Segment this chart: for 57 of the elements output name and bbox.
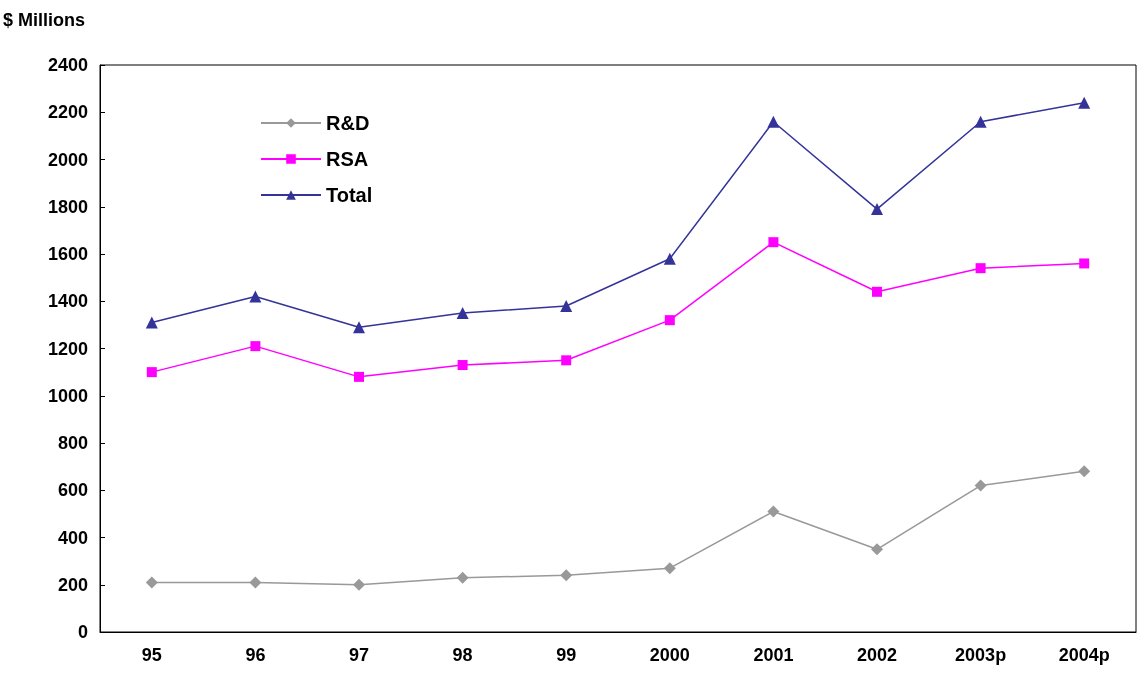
point bbox=[145, 316, 158, 329]
point bbox=[663, 252, 676, 265]
point bbox=[1079, 258, 1090, 269]
point bbox=[456, 307, 469, 320]
point bbox=[561, 355, 572, 366]
point bbox=[456, 571, 469, 584]
x-tick-label: 2000 bbox=[649, 645, 690, 665]
point bbox=[353, 321, 365, 334]
point bbox=[974, 115, 987, 128]
point bbox=[1078, 465, 1091, 478]
point bbox=[871, 203, 883, 216]
x-tick-label: 2002 bbox=[856, 645, 898, 665]
point bbox=[974, 479, 987, 492]
x-tick-label: 98 bbox=[452, 645, 473, 665]
x-tick-label: 2003p bbox=[955, 645, 1007, 665]
point bbox=[560, 299, 573, 312]
point bbox=[663, 562, 676, 575]
point bbox=[250, 341, 261, 352]
point bbox=[767, 115, 780, 128]
y-tick-label: 800 bbox=[57, 433, 88, 453]
y-tick-label: 1000 bbox=[47, 385, 88, 406]
point bbox=[767, 505, 780, 518]
y-tick-label: 1600 bbox=[47, 244, 88, 264]
y-tick-label: 400 bbox=[57, 527, 88, 548]
point bbox=[353, 578, 365, 591]
y-tick-label: 0 bbox=[77, 622, 88, 642]
point bbox=[664, 315, 675, 326]
y-tick-label: 200 bbox=[57, 574, 88, 595]
y-tick-label: 2200 bbox=[47, 102, 88, 123]
point bbox=[249, 576, 262, 589]
point bbox=[1078, 96, 1091, 109]
point bbox=[975, 263, 986, 274]
y-tick-label: 2000 bbox=[47, 149, 88, 170]
y-tick-label: 1400 bbox=[47, 291, 88, 312]
point bbox=[145, 576, 158, 589]
legend-label: R&D bbox=[326, 112, 370, 134]
y-tick-label: 2400 bbox=[47, 55, 88, 75]
x-tick-label: 2004p bbox=[1058, 645, 1110, 665]
legend-label: RSA bbox=[326, 148, 369, 170]
point bbox=[871, 543, 883, 556]
legend-label: Total bbox=[326, 184, 373, 206]
x-tick-label: 97 bbox=[348, 645, 370, 665]
x-tick-label: 99 bbox=[556, 645, 577, 665]
y-tick-label: 1800 bbox=[47, 196, 88, 217]
y-tick-label: 600 bbox=[57, 480, 88, 501]
point bbox=[354, 371, 364, 382]
point bbox=[146, 367, 157, 378]
point bbox=[768, 237, 779, 248]
point bbox=[872, 286, 882, 297]
y-axis-title: $ Millions bbox=[3, 10, 86, 30]
x-tick-label: 96 bbox=[245, 645, 266, 665]
point bbox=[560, 569, 573, 582]
x-tick-label: 2001 bbox=[753, 645, 794, 665]
y-tick-label: 1200 bbox=[47, 338, 88, 359]
point bbox=[457, 360, 468, 371]
point bbox=[249, 290, 262, 303]
x-tick-label: 95 bbox=[141, 645, 162, 665]
